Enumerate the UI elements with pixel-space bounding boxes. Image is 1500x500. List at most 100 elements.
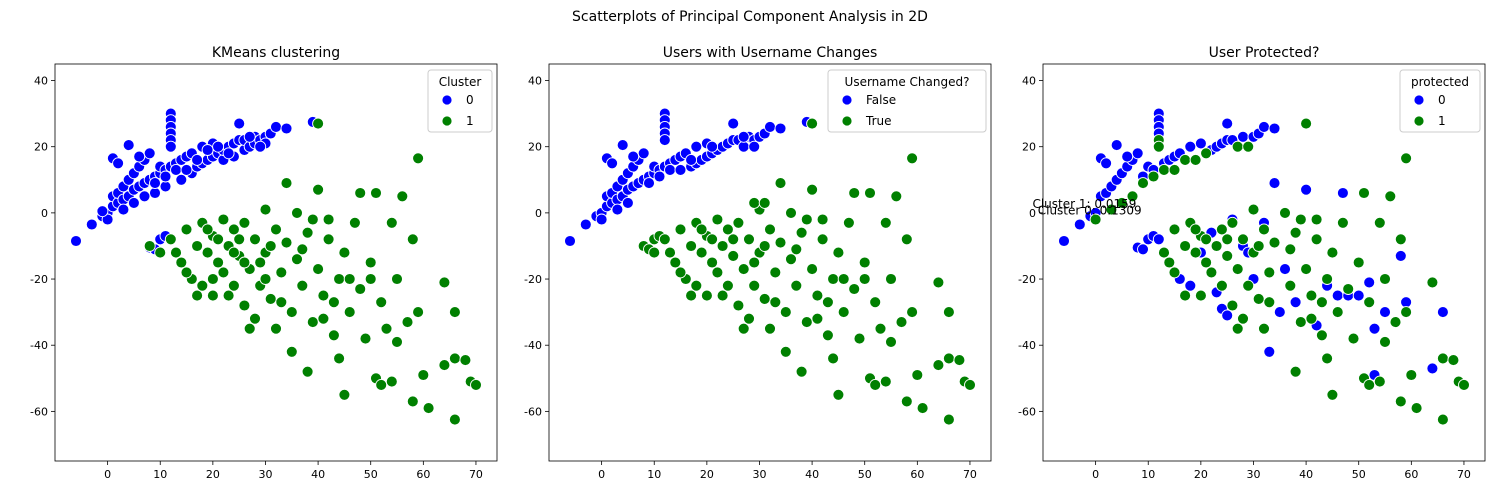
annotation-text: Cluster 1: 0.0159 — [1032, 197, 1136, 211]
scatter-point — [1221, 233, 1234, 246]
scatter-point — [391, 273, 403, 285]
scatter-point — [727, 249, 740, 262]
scatter-point — [690, 140, 703, 153]
legend-marker — [841, 94, 853, 106]
scatter-point — [1321, 273, 1334, 285]
x-tick-label: 10 — [153, 468, 167, 481]
scatter-point — [1152, 140, 1165, 153]
scatter-point — [1305, 312, 1318, 325]
scatter-point — [412, 306, 425, 319]
scatter-point — [1189, 246, 1202, 259]
scatter-point — [412, 152, 425, 165]
scatter-point — [317, 289, 330, 302]
scatter-point — [658, 233, 671, 246]
scatter-point — [233, 117, 246, 130]
panel-2: Users with Username Changes 0 10 20 30 40 50 60… — [524, 45, 992, 481]
scatter-point — [664, 163, 676, 176]
scatter-point — [906, 306, 919, 319]
scatter-point — [1458, 378, 1470, 391]
scatter-point — [254, 140, 267, 153]
scatter-point — [1336, 187, 1349, 199]
scatter-point — [1300, 117, 1313, 130]
scatter-point — [354, 187, 367, 199]
scatter-point — [333, 352, 346, 365]
scatter-point — [1158, 246, 1170, 259]
scatter-point — [806, 263, 819, 276]
scatter-point — [1347, 332, 1360, 345]
scatter-point — [1310, 213, 1323, 226]
scatter-point — [1258, 322, 1270, 335]
y-tick-label: -60 — [30, 405, 48, 418]
scatter-point — [143, 240, 156, 252]
scatter-point — [1389, 316, 1402, 329]
scatter-point — [1168, 163, 1181, 176]
legend-marker — [441, 94, 453, 106]
scatter-point — [401, 316, 414, 329]
scatter-point — [1394, 249, 1407, 262]
scatter-point — [685, 289, 698, 302]
scatter-point — [270, 322, 282, 335]
scatter-point — [396, 190, 409, 203]
scatter-point — [96, 205, 109, 218]
scatter-point — [338, 388, 351, 401]
x-tick-label: 40 — [1299, 468, 1313, 481]
y-tick-label: -40 — [524, 339, 542, 352]
x-tick-label: 70 — [1457, 468, 1471, 481]
scatter-point — [112, 157, 125, 170]
scatter-point — [1358, 187, 1370, 199]
scatter-point — [790, 279, 803, 292]
scatter-point — [1115, 196, 1128, 209]
scatter-point — [1258, 223, 1270, 236]
scatter-point — [579, 218, 592, 231]
points-layer — [70, 107, 482, 426]
scatter-point — [685, 240, 698, 252]
y-tick-label: -60 — [524, 405, 542, 418]
scatter-point — [564, 235, 576, 247]
scatter-point — [280, 236, 293, 249]
panel-title: User Protected? — [1209, 45, 1320, 61]
scatter-point — [695, 223, 708, 236]
scatter-point — [133, 150, 146, 163]
x-tick-label: 10 — [647, 468, 661, 481]
scatter-point — [1331, 289, 1344, 302]
scatter-point — [1194, 137, 1207, 150]
scatter-point — [264, 240, 277, 252]
scatter-point — [821, 296, 834, 309]
y-tick-label: 20 — [34, 141, 48, 154]
scatter-point — [1168, 223, 1181, 236]
scatter-point — [180, 223, 193, 236]
scatter-point — [758, 292, 771, 305]
scatter-point — [827, 352, 840, 365]
scatter-point — [417, 369, 430, 381]
legend-marker — [441, 115, 453, 127]
x-tick-label: 70 — [469, 468, 483, 481]
x-tick-label: 30 — [1246, 468, 1260, 481]
panel-title: KMeans clustering — [212, 45, 340, 61]
x-tick-label: 40 — [805, 468, 819, 481]
scatter-point — [879, 375, 892, 388]
scatter-point — [774, 122, 787, 135]
scatter-point — [191, 153, 204, 166]
scatter-point — [206, 289, 219, 302]
scatter-point — [1179, 289, 1192, 302]
scatter-point — [249, 233, 261, 246]
scatter-point — [159, 180, 172, 193]
scatter-point — [695, 246, 708, 259]
scatter-point — [280, 122, 293, 135]
scatter-point — [212, 256, 225, 269]
scatter-point — [648, 246, 661, 259]
x-tick-label: 60 — [1404, 468, 1418, 481]
scatter-point — [1294, 213, 1307, 226]
scatter-point — [774, 177, 787, 190]
scatter-point — [270, 223, 282, 236]
x-tick-label: 0 — [104, 468, 111, 481]
scatter-point — [1200, 233, 1213, 246]
scatter-point — [764, 322, 776, 335]
scatter-point — [306, 213, 319, 226]
scatter-point — [1331, 306, 1344, 319]
scatter-point — [1073, 218, 1086, 231]
scatter-point — [779, 306, 792, 319]
scatter-point — [201, 223, 214, 236]
y-tick-label: -60 — [1018, 405, 1036, 418]
